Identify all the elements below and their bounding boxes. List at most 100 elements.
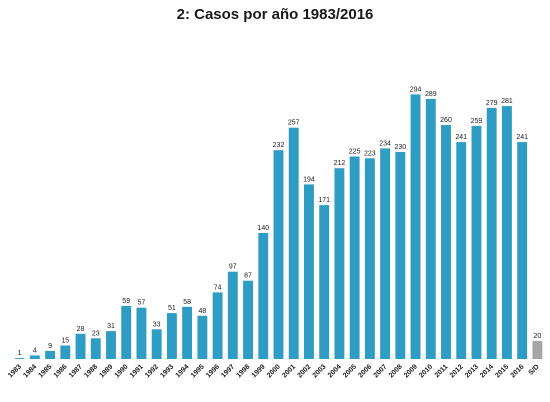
x-tick-2005: 2005 [342, 363, 358, 379]
data-label-2006: 223 [364, 150, 376, 157]
data-label-2009: 294 [410, 86, 422, 93]
bar-2013 [471, 125, 482, 360]
x-tick-1999: 1999 [251, 363, 267, 379]
x-tick-2016: 2016 [510, 363, 526, 379]
bar-1990 [121, 305, 132, 359]
x-tick-1989: 1989 [98, 363, 114, 379]
x-tick-1987: 1987 [68, 363, 84, 379]
bar-2000 [273, 150, 284, 359]
x-tick-2008: 2008 [388, 363, 404, 379]
data-label-2001: 257 [288, 120, 300, 127]
bar-1983 [14, 358, 25, 359]
data-label-1999: 140 [257, 225, 269, 232]
bar-1994 [182, 306, 193, 359]
data-label-S/D: 20 [533, 333, 541, 340]
x-tick-2015: 2015 [494, 363, 510, 379]
data-label-1984: 4 [33, 347, 37, 354]
bar-1992 [151, 329, 162, 359]
x-tick-2000: 2000 [266, 363, 282, 379]
x-tick-1996: 1996 [205, 363, 221, 379]
bar-2015 [501, 106, 512, 359]
bar-S/D [532, 341, 543, 359]
x-tick-1994: 1994 [175, 363, 191, 379]
data-label-1998: 87 [244, 273, 252, 280]
bar-2005 [349, 156, 360, 359]
x-tick-1997: 1997 [220, 363, 236, 379]
bar-1993 [166, 313, 177, 359]
bar-1995 [197, 315, 208, 359]
data-label-2015: 281 [501, 98, 513, 105]
data-label-2010: 289 [425, 91, 437, 98]
x-tick-2011: 2011 [434, 363, 450, 379]
x-tick-2009: 2009 [403, 363, 419, 379]
bar-2016 [517, 142, 528, 359]
data-label-2002: 194 [303, 176, 315, 183]
data-label-1996: 74 [214, 284, 222, 291]
data-label-2007: 234 [379, 140, 391, 147]
data-label-1983: 1 [18, 350, 22, 357]
data-label-2008: 230 [394, 144, 406, 151]
data-label-1990: 59 [122, 298, 130, 305]
bar-2008 [395, 152, 406, 359]
data-label-2012: 241 [455, 134, 467, 141]
data-label-1992: 33 [153, 321, 161, 328]
x-tick-2014: 2014 [479, 363, 495, 379]
bar-1999 [258, 233, 269, 359]
bar-1996 [212, 292, 223, 359]
x-tick-1983: 1983 [7, 363, 23, 379]
x-tick-1988: 1988 [83, 363, 99, 379]
bar-1989 [106, 331, 116, 359]
x-tick-1986: 1986 [53, 363, 69, 379]
x-tick-1995: 1995 [190, 363, 206, 379]
x-tick-1990: 1990 [114, 363, 130, 379]
bar-1986 [60, 345, 71, 359]
x-tick-2007: 2007 [373, 363, 389, 379]
data-label-1994: 58 [183, 299, 191, 306]
bar-1985 [45, 350, 56, 359]
bar-2011 [441, 125, 451, 359]
bar-2010 [425, 98, 436, 360]
x-tick-2002: 2002 [296, 363, 312, 379]
data-label-1985: 9 [48, 343, 52, 350]
bar-2009 [410, 94, 421, 360]
x-tick-1991: 1991 [129, 363, 145, 379]
data-label-2003: 171 [318, 197, 330, 204]
bar-1987 [75, 333, 86, 359]
x-tick-2010: 2010 [418, 363, 434, 379]
data-label-2016: 241 [516, 134, 528, 141]
bar-2003 [319, 205, 330, 359]
data-label-1986: 15 [61, 338, 69, 345]
bar-1997 [227, 271, 238, 359]
x-tick-2006: 2006 [357, 363, 373, 379]
x-tick-2003: 2003 [312, 363, 328, 379]
x-tick-1992: 1992 [144, 363, 160, 379]
bar-1988 [90, 338, 101, 359]
data-label-2000: 232 [273, 142, 285, 149]
data-label-2014: 279 [486, 100, 498, 107]
data-label-2004: 212 [334, 160, 346, 167]
data-label-2011: 260 [440, 117, 452, 124]
x-tick-2013: 2013 [464, 363, 480, 379]
bar-1991 [136, 307, 147, 359]
bar-1984 [29, 355, 40, 359]
bar-1998 [243, 280, 253, 359]
bar-2002 [304, 184, 314, 359]
x-tick-1985: 1985 [38, 363, 54, 379]
data-label-1993: 51 [168, 305, 176, 312]
bar-2012 [456, 142, 467, 359]
data-label-1991: 57 [138, 300, 146, 307]
bar-2001 [288, 127, 299, 359]
x-tick-1998: 1998 [235, 363, 251, 379]
x-tick-2012: 2012 [449, 363, 465, 379]
bar-2006 [364, 158, 375, 359]
data-label-1989: 31 [107, 323, 115, 330]
data-label-1988: 23 [92, 330, 100, 337]
x-tick-2004: 2004 [327, 363, 343, 379]
data-label-1995: 48 [198, 308, 206, 315]
x-tick-2001: 2001 [281, 363, 297, 379]
bar-2014 [486, 107, 497, 360]
data-label-1997: 97 [229, 264, 237, 271]
data-label-2013: 259 [471, 118, 483, 125]
data-label-2005: 225 [349, 149, 361, 156]
